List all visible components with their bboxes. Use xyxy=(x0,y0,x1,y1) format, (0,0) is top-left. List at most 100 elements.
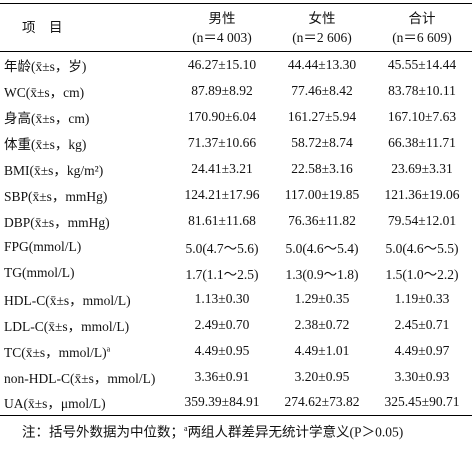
row-label: SBP(x̄±s，mmHg) xyxy=(4,188,108,204)
footnote-text: 注：括号外数据为中位数； xyxy=(22,424,184,440)
value-cell: 44.44±13.30 xyxy=(287,56,357,72)
value-cell: 1.19±0.33 xyxy=(394,290,450,306)
value-cell: 5.0(4.6～5.4) xyxy=(285,240,359,256)
value-cell: 4.49±0.97 xyxy=(394,342,450,358)
table-row: TC(x̄±s，mmol/L)a 4.49±0.95 4.49±1.01 4.49±0… xyxy=(0,338,472,364)
row-label: TG(mmol/L) xyxy=(4,264,75,280)
footnote: 注：括号外数据为中位数；a两组人群差异无统计学意义(P＞0.05) xyxy=(0,416,472,443)
row-label: UA(x̄±s，μmol/L) xyxy=(4,396,106,412)
footnote-marker: a xyxy=(184,424,188,433)
value-cell: 1.3(0.9～1.8) xyxy=(285,266,359,282)
row-label-cell: WC(x̄±s，cm) xyxy=(0,78,172,104)
header-row: 项 目 男性 (n＝4 003) 女性 (n＝2 606) 合计 (n＝6 609) xyxy=(0,3,472,52)
header-title: 合计 xyxy=(408,10,436,26)
row-label-cell: 体重(x̄±s，kg) xyxy=(0,130,172,156)
value-cell: 5.0(4.6～5.5) xyxy=(385,240,459,256)
value-cell: 359.39±84.91 xyxy=(184,394,260,410)
value-cell: 117.00±19.85 xyxy=(284,186,360,202)
data-table: 项 目 男性 (n＝4 003) 女性 (n＝2 606) 合计 (n＝6 609) 年龄(… xyxy=(0,3,472,416)
row-label-cell: SBP(x̄±s，mmHg) xyxy=(0,182,172,208)
value-cell: 79.54±12.01 xyxy=(387,212,457,228)
value-cell: 76.36±11.82 xyxy=(288,212,356,228)
table-row: FPG(mmol/L) 5.0(4.7～5.6) 5.0(4.6～5.4) 5.0(4… xyxy=(0,234,472,260)
row-label: TC(x̄±s，mmol/L) xyxy=(4,344,107,360)
value-cell: 274.62±73.82 xyxy=(284,394,360,410)
table-row: LDL-C(x̄±s，mmol/L) 2.49±0.70 2.38±0.72 2.45… xyxy=(0,312,472,338)
value-cell: 124.21±17.96 xyxy=(184,186,260,202)
row-label-cell: LDL-C(x̄±s，mmol/L) xyxy=(0,312,172,338)
value-cell: 1.7(1.1～2.5) xyxy=(185,266,259,282)
value-cell: 81.61±11.68 xyxy=(188,212,256,228)
row-label-cell: UA(x̄±s，μmol/L) xyxy=(0,390,172,416)
table-row: WC(x̄±s，cm) 87.89±8.92 77.46±8.42 83.78±10.… xyxy=(0,78,472,104)
row-label-cell: TG(mmol/L) xyxy=(0,260,172,286)
value-cell: 58.72±8.74 xyxy=(291,134,353,150)
row-label-cell: BMI(x̄±s，kg/m²) xyxy=(0,156,172,182)
table-header: 项 目 男性 (n＝4 003) 女性 (n＝2 606) 合计 (n＝6 609) xyxy=(0,3,472,52)
header-cell: 男性 (n＝4 003) xyxy=(172,4,272,52)
footnote-text: 两组人群差异无统计学意义(P＞0.05) xyxy=(187,424,404,440)
row-label: 身高(x̄±s，cm) xyxy=(4,110,90,126)
table-body: 年龄(x̄±s，岁) 46.27±15.10 44.44±13.30 45.55±14… xyxy=(0,52,472,416)
row-label: LDL-C(x̄±s，mmol/L) xyxy=(4,318,130,334)
table-row: HDL-C(x̄±s，mmol/L) 1.13±0.30 1.29±0.35 1.19… xyxy=(0,286,472,312)
value-cell: 3.20±0.95 xyxy=(294,368,350,384)
table-row: TG(mmol/L) 1.7(1.1～2.5) 1.3(0.9～1.8) 1.5(1.… xyxy=(0,260,472,286)
value-cell: 2.45±0.71 xyxy=(394,316,450,332)
value-cell: 2.38±0.72 xyxy=(294,316,350,332)
table-row: SBP(x̄±s，mmHg) 124.21±17.96 117.00±19.85 12… xyxy=(0,182,472,208)
header-title: 男性 xyxy=(208,10,236,26)
page: 项 目 男性 (n＝4 003) 女性 (n＝2 606) 合计 (n＝6 609) 年龄(… xyxy=(0,3,472,469)
value-cell: 1.5(1.0～2.2) xyxy=(385,266,459,282)
row-label: DBP(x̄±s，mmHg) xyxy=(4,214,110,230)
value-cell: 23.69±3.31 xyxy=(391,160,453,176)
row-label: non-HDL-C(x̄±s，mmol/L) xyxy=(4,370,156,386)
table-row: UA(x̄±s，μmol/L) 359.39±84.91 274.62±73.82 3… xyxy=(0,390,472,416)
row-label: BMI(x̄±s，kg/m²) xyxy=(4,162,104,178)
value-cell: 121.36±19.06 xyxy=(384,186,460,202)
row-label-cell: TC(x̄±s，mmol/L)a xyxy=(0,338,172,364)
header-cell: 项 目 xyxy=(0,4,172,52)
header-title: 女性 xyxy=(308,10,336,26)
value-cell: 4.49±1.01 xyxy=(294,342,350,358)
value-cell: 77.46±8.42 xyxy=(291,82,353,98)
value-cell: 83.78±10.11 xyxy=(388,82,456,98)
row-label: 体重(x̄±s，kg) xyxy=(4,136,87,152)
value-cell: 24.41±3.21 xyxy=(191,160,253,176)
header-cell: 女性 (n＝2 606) xyxy=(272,4,372,52)
value-cell: 71.37±10.66 xyxy=(187,134,257,150)
table-row: DBP(x̄±s，mmHg) 81.61±11.68 76.36±11.82 79.5… xyxy=(0,208,472,234)
value-cell: 161.27±5.94 xyxy=(287,108,357,124)
row-label-cell: non-HDL-C(x̄±s，mmol/L) xyxy=(0,364,172,390)
header-subtitle: (n＝4 003) xyxy=(192,29,252,45)
value-cell: 66.38±11.71 xyxy=(388,134,456,150)
table-row: BMI(x̄±s，kg/m²) 24.41±3.21 22.58±3.16 23.69… xyxy=(0,156,472,182)
row-label-cell: FPG(mmol/L) xyxy=(0,234,172,260)
value-cell: 170.90±6.04 xyxy=(187,108,257,124)
value-cell: 22.58±3.16 xyxy=(291,160,353,176)
value-cell: 46.27±15.10 xyxy=(187,56,257,72)
header-cell: 合计 (n＝6 609) xyxy=(372,4,472,52)
row-label: 年龄(x̄±s，岁) xyxy=(4,58,87,74)
value-cell: 2.49±0.70 xyxy=(194,316,250,332)
value-cell: 3.30±0.93 xyxy=(394,368,450,384)
value-cell: 45.55±14.44 xyxy=(387,56,457,72)
value-cell: 87.89±8.92 xyxy=(191,82,253,98)
row-label: WC(x̄±s，cm) xyxy=(4,84,85,100)
value-cell: 325.45±90.71 xyxy=(384,394,460,410)
header-title: 项 目 xyxy=(22,20,63,35)
value-cell: 3.36±0.91 xyxy=(194,368,250,384)
table-row: 体重(x̄±s，kg) 71.37±10.66 58.72±8.74 66.38±11… xyxy=(0,130,472,156)
header-subtitle: (n＝6 609) xyxy=(392,29,452,45)
row-label-cell: 年龄(x̄±s，岁) xyxy=(0,52,172,78)
value-cell: 1.29±0.35 xyxy=(294,290,350,306)
header-subtitle: (n＝2 606) xyxy=(292,29,352,45)
value-cell: 1.13±0.30 xyxy=(194,290,250,306)
table-row: 年龄(x̄±s，岁) 46.27±15.10 44.44±13.30 45.55±14… xyxy=(0,52,472,78)
value-cell: 5.0(4.7～5.6) xyxy=(185,240,259,256)
table-row: non-HDL-C(x̄±s，mmol/L) 3.36±0.91 3.20±0.95… xyxy=(0,364,472,390)
row-label: FPG(mmol/L) xyxy=(4,238,82,254)
row-label-cell: HDL-C(x̄±s，mmol/L) xyxy=(0,286,172,312)
value-cell: 167.10±7.63 xyxy=(387,108,457,124)
row-label: HDL-C(x̄±s，mmol/L) xyxy=(4,292,131,308)
